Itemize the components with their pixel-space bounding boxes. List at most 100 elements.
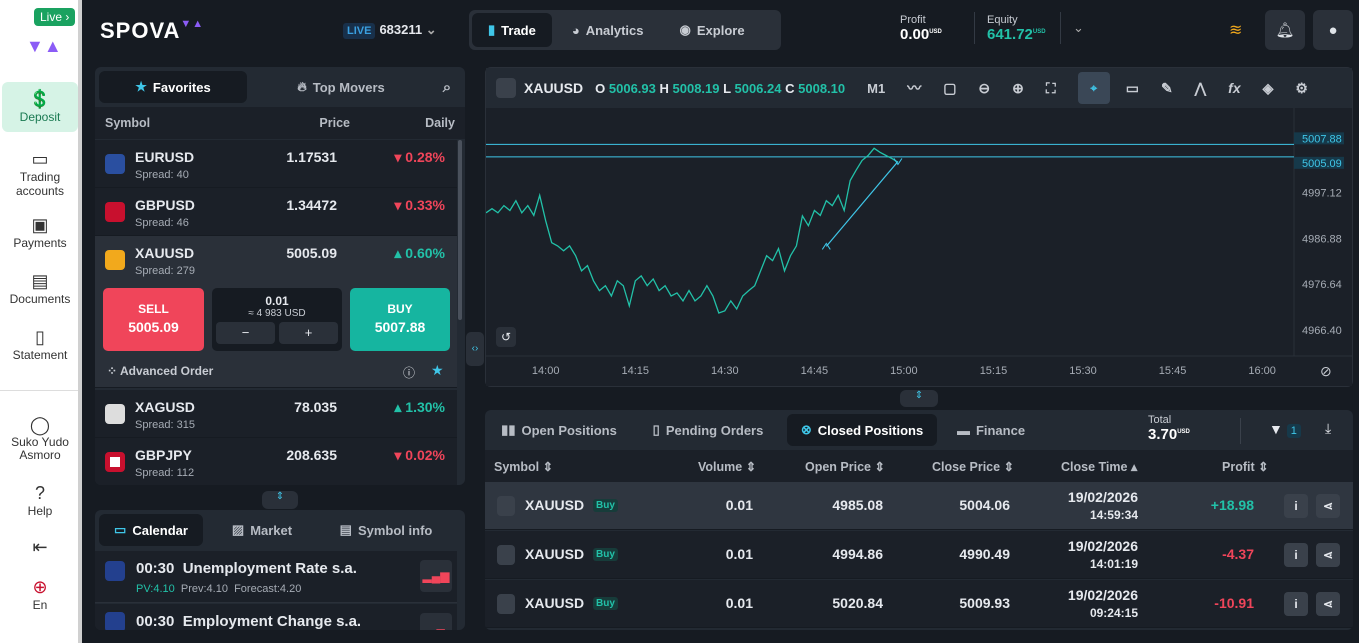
watchlist-row-xagusd[interactable]: XAGUSD Spread: 315 78.035 ▴ 1.30% (95, 390, 457, 438)
tab-closed-positions[interactable]: ⊗ Closed Positions (787, 414, 937, 446)
panel-collapse-handle[interactable]: ‹› (466, 332, 484, 366)
buy-button[interactable]: BUY 5007.88 (350, 288, 450, 351)
position-date: 19/02/2026 (1067, 538, 1138, 554)
sidebar-item-deposit[interactable]: 💲 Deposit (2, 82, 78, 132)
timeframe-selector[interactable]: M1 (867, 80, 886, 96)
sidebar-item-help[interactable]: ? Help (2, 476, 78, 522)
watchlist-row-gbpjpy[interactable]: GBPJPY Spread: 112 208.635 ▾ 0.02% (95, 438, 457, 485)
increase-volume-button[interactable]: + (279, 322, 338, 344)
volume-input[interactable]: 0.01 (265, 294, 289, 308)
tab-symbol-info[interactable]: ▤ Symbol info (339, 522, 433, 538)
pencil-icon[interactable]: ✎ (1160, 79, 1173, 96)
sidebar-item-payments[interactable]: ▣ Payments (2, 208, 78, 258)
position-close: 5004.06 (959, 497, 1010, 513)
watchlist-row-eurusd[interactable]: EURUSD Spread: 40 1.17531 ▾ 0.28% (95, 140, 457, 188)
sidebar-item-documents[interactable]: ▤ Documents (2, 264, 78, 314)
user-menu-button[interactable]: ● (1313, 10, 1353, 50)
search-button[interactable]: ⌕ (435, 71, 459, 103)
decrease-volume-button[interactable]: − (216, 322, 275, 344)
bar-chart-icon: ▮ (488, 22, 496, 37)
sort-close-time[interactable]: Close Time ▴ (1061, 459, 1138, 474)
position-time: 14:01:19 (1089, 557, 1138, 571)
y-tick-label: 4976.64 (1302, 279, 1342, 291)
daily-change: ▾ 0.33% (394, 197, 445, 213)
chart-type-icon[interactable]: 〰 (907, 80, 922, 96)
share-icon[interactable]: ⋖ (1316, 543, 1340, 567)
equity-stat: Equity 641.72USD (987, 14, 1046, 43)
crosshair-icon[interactable]: ⌖ (1077, 72, 1110, 104)
favorite-star-icon[interactable]: ★ (431, 362, 444, 378)
ruler-icon[interactable]: ▭ (1125, 79, 1139, 96)
y-tick-label: 4966.40 (1302, 325, 1342, 337)
side-badge: Buy (593, 597, 618, 610)
info-icon[interactable]: i (1284, 592, 1308, 616)
tab-top-movers[interactable]: 🔥︎ Top Movers (297, 79, 385, 95)
calendar-event[interactable]: 00:30 Unemployment Rate s.a. PV:4.10 Pre… (95, 551, 457, 603)
position-row[interactable]: XAUUSD Buy 0.01 5020.84 5009.93 19/02/20… (485, 580, 1353, 628)
stats-expand-chevron-icon[interactable]: ⌄ (1073, 20, 1084, 35)
tab-analytics[interactable]: ◕ Analytics (571, 22, 644, 38)
watchlist-row-gbpusd[interactable]: GBPUSD Spread: 46 1.34472 ▾ 0.33% (95, 188, 457, 236)
indicators-icon[interactable]: ⋀ (1194, 79, 1207, 96)
sidebar-item-statement[interactable]: ▯ Statement (2, 320, 78, 370)
sidebar-item-trading-accounts[interactable]: ▭ Trading accounts (2, 142, 78, 198)
calendar-event[interactable]: 00:30 Employment Change s.a. ▂▄ (95, 604, 457, 630)
fullscreen-icon[interactable]: ⛶ (1045, 79, 1056, 96)
position-close: 5009.93 (959, 595, 1010, 611)
info-icon[interactable]: i (1284, 543, 1308, 567)
tab-calendar[interactable]: ▭ Calendar (99, 514, 203, 546)
settings-icon: ⁘ (107, 364, 118, 378)
sort-symbol[interactable]: Symbol ⇕ (494, 459, 554, 474)
tab-trade[interactable]: ▮ Trade (472, 13, 552, 47)
layers-icon[interactable]: ◈ (1262, 79, 1274, 96)
square-icon[interactable]: ▢ (943, 79, 957, 96)
eu-flag-icon (105, 154, 125, 174)
auto-scale-icon[interactable]: ⊘ (1320, 363, 1332, 379)
watchlist-scrollbar[interactable] (458, 140, 462, 320)
position-date: 19/02/2026 (1067, 587, 1138, 603)
sort-volume[interactable]: Volume ⇕ (698, 459, 757, 474)
share-icon[interactable]: ⋖ (1316, 494, 1340, 518)
x-tick-label: 14:30 (711, 365, 739, 377)
sort-profit[interactable]: Profit ⇕ (1222, 459, 1269, 474)
account-selector[interactable]: LIVE 683211 ⌄ (343, 22, 437, 39)
daily-change: ▴ 0.60% (394, 245, 445, 261)
chart-symbol[interactable]: XAUUSD (524, 80, 584, 96)
sort-open-price[interactable]: Open Price ⇕ (805, 459, 885, 474)
tab-open-positions[interactable]: ▮▮ Open Positions (501, 422, 617, 438)
sort-close-price[interactable]: Close Price ⇕ (932, 459, 1015, 474)
reset-chart-icon[interactable]: ↺ (496, 327, 516, 347)
tab-market[interactable]: ▨ Market (231, 522, 293, 538)
sidebar-scrollbar[interactable] (78, 0, 82, 643)
resize-handle[interactable]: ⇕ (900, 390, 938, 407)
tab-finance[interactable]: ▬ Finance (956, 422, 1026, 438)
settings-gear-icon[interactable]: ⚙ (1295, 79, 1308, 96)
tab-favorites[interactable]: ★ Favorites (99, 71, 247, 103)
sell-button[interactable]: SELL 5005.09 (103, 288, 204, 351)
connection-wifi-icon: ≋ (1229, 22, 1243, 39)
filter-button[interactable]: ▼ 1 (1269, 421, 1301, 438)
language-selector[interactable]: ⊕ En (2, 570, 78, 622)
position-row[interactable]: XAUUSD Buy 0.01 4985.08 5004.06 19/02/20… (485, 482, 1353, 530)
resize-handle[interactable]: ⇕ (262, 491, 298, 509)
watchlist-row-xauusd-expanded[interactable]: XAUUSD Spread: 279 5005.09 ▴ 0.60% SELL 5005… (95, 236, 457, 388)
sidebar-item-profile[interactable]: ◯ Suko Yudo Asmoro (2, 408, 78, 468)
notifications-button[interactable]: 🔔︎ (1265, 10, 1305, 50)
price-chart[interactable]: 4997.12 4986.88 4976.64 4966.40 14:00 14:15 14… (486, 108, 1352, 386)
position-row[interactable]: XAUUSD Buy 0.01 4994.86 4990.49 19/02/20… (485, 531, 1353, 579)
live-toggle[interactable]: Live › (34, 8, 76, 26)
price-label-bg (1294, 132, 1344, 145)
zoom-in-icon[interactable]: ⊕ (1012, 79, 1024, 96)
download-icon[interactable]: ⤓ (1325, 420, 1332, 436)
info-icon[interactable]: i (1284, 494, 1308, 518)
fx-icon[interactable]: fx (1228, 80, 1241, 96)
watchlist-header: Symbol Price Daily (95, 107, 465, 139)
tab-pending-orders[interactable]: ▯ Pending Orders (652, 422, 764, 438)
zoom-out-icon[interactable]: ⊖ (978, 79, 991, 96)
share-icon[interactable]: ⋖ (1316, 592, 1340, 616)
advanced-order-link[interactable]: ⁘ Advanced Order (107, 364, 214, 378)
info-icon[interactable]: ⓘ (403, 366, 416, 380)
tab-explore[interactable]: ◉ Explore (679, 22, 745, 38)
logout-button[interactable]: ⇤ (2, 530, 78, 560)
logout-icon: ⇤ (32, 537, 48, 557)
